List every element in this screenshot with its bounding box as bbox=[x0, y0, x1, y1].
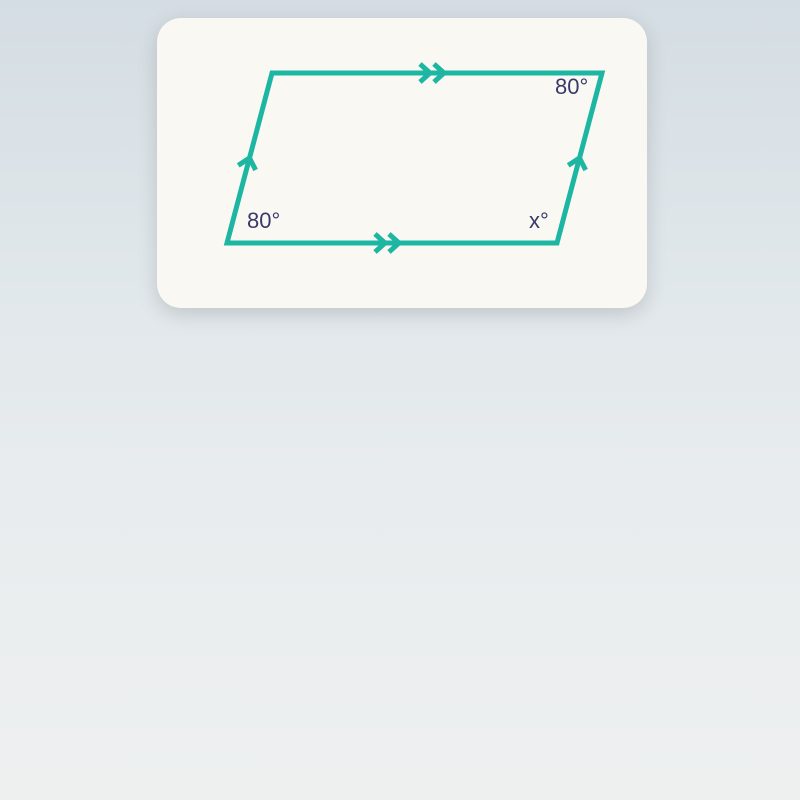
angle-label-bottom-left: 80° bbox=[247, 208, 280, 234]
parallelogram-svg bbox=[157, 18, 647, 308]
angle-label-top-right: 80° bbox=[555, 74, 588, 100]
diagram-card: 80° 80° x° bbox=[157, 18, 647, 308]
angle-label-x: x° bbox=[529, 208, 549, 234]
